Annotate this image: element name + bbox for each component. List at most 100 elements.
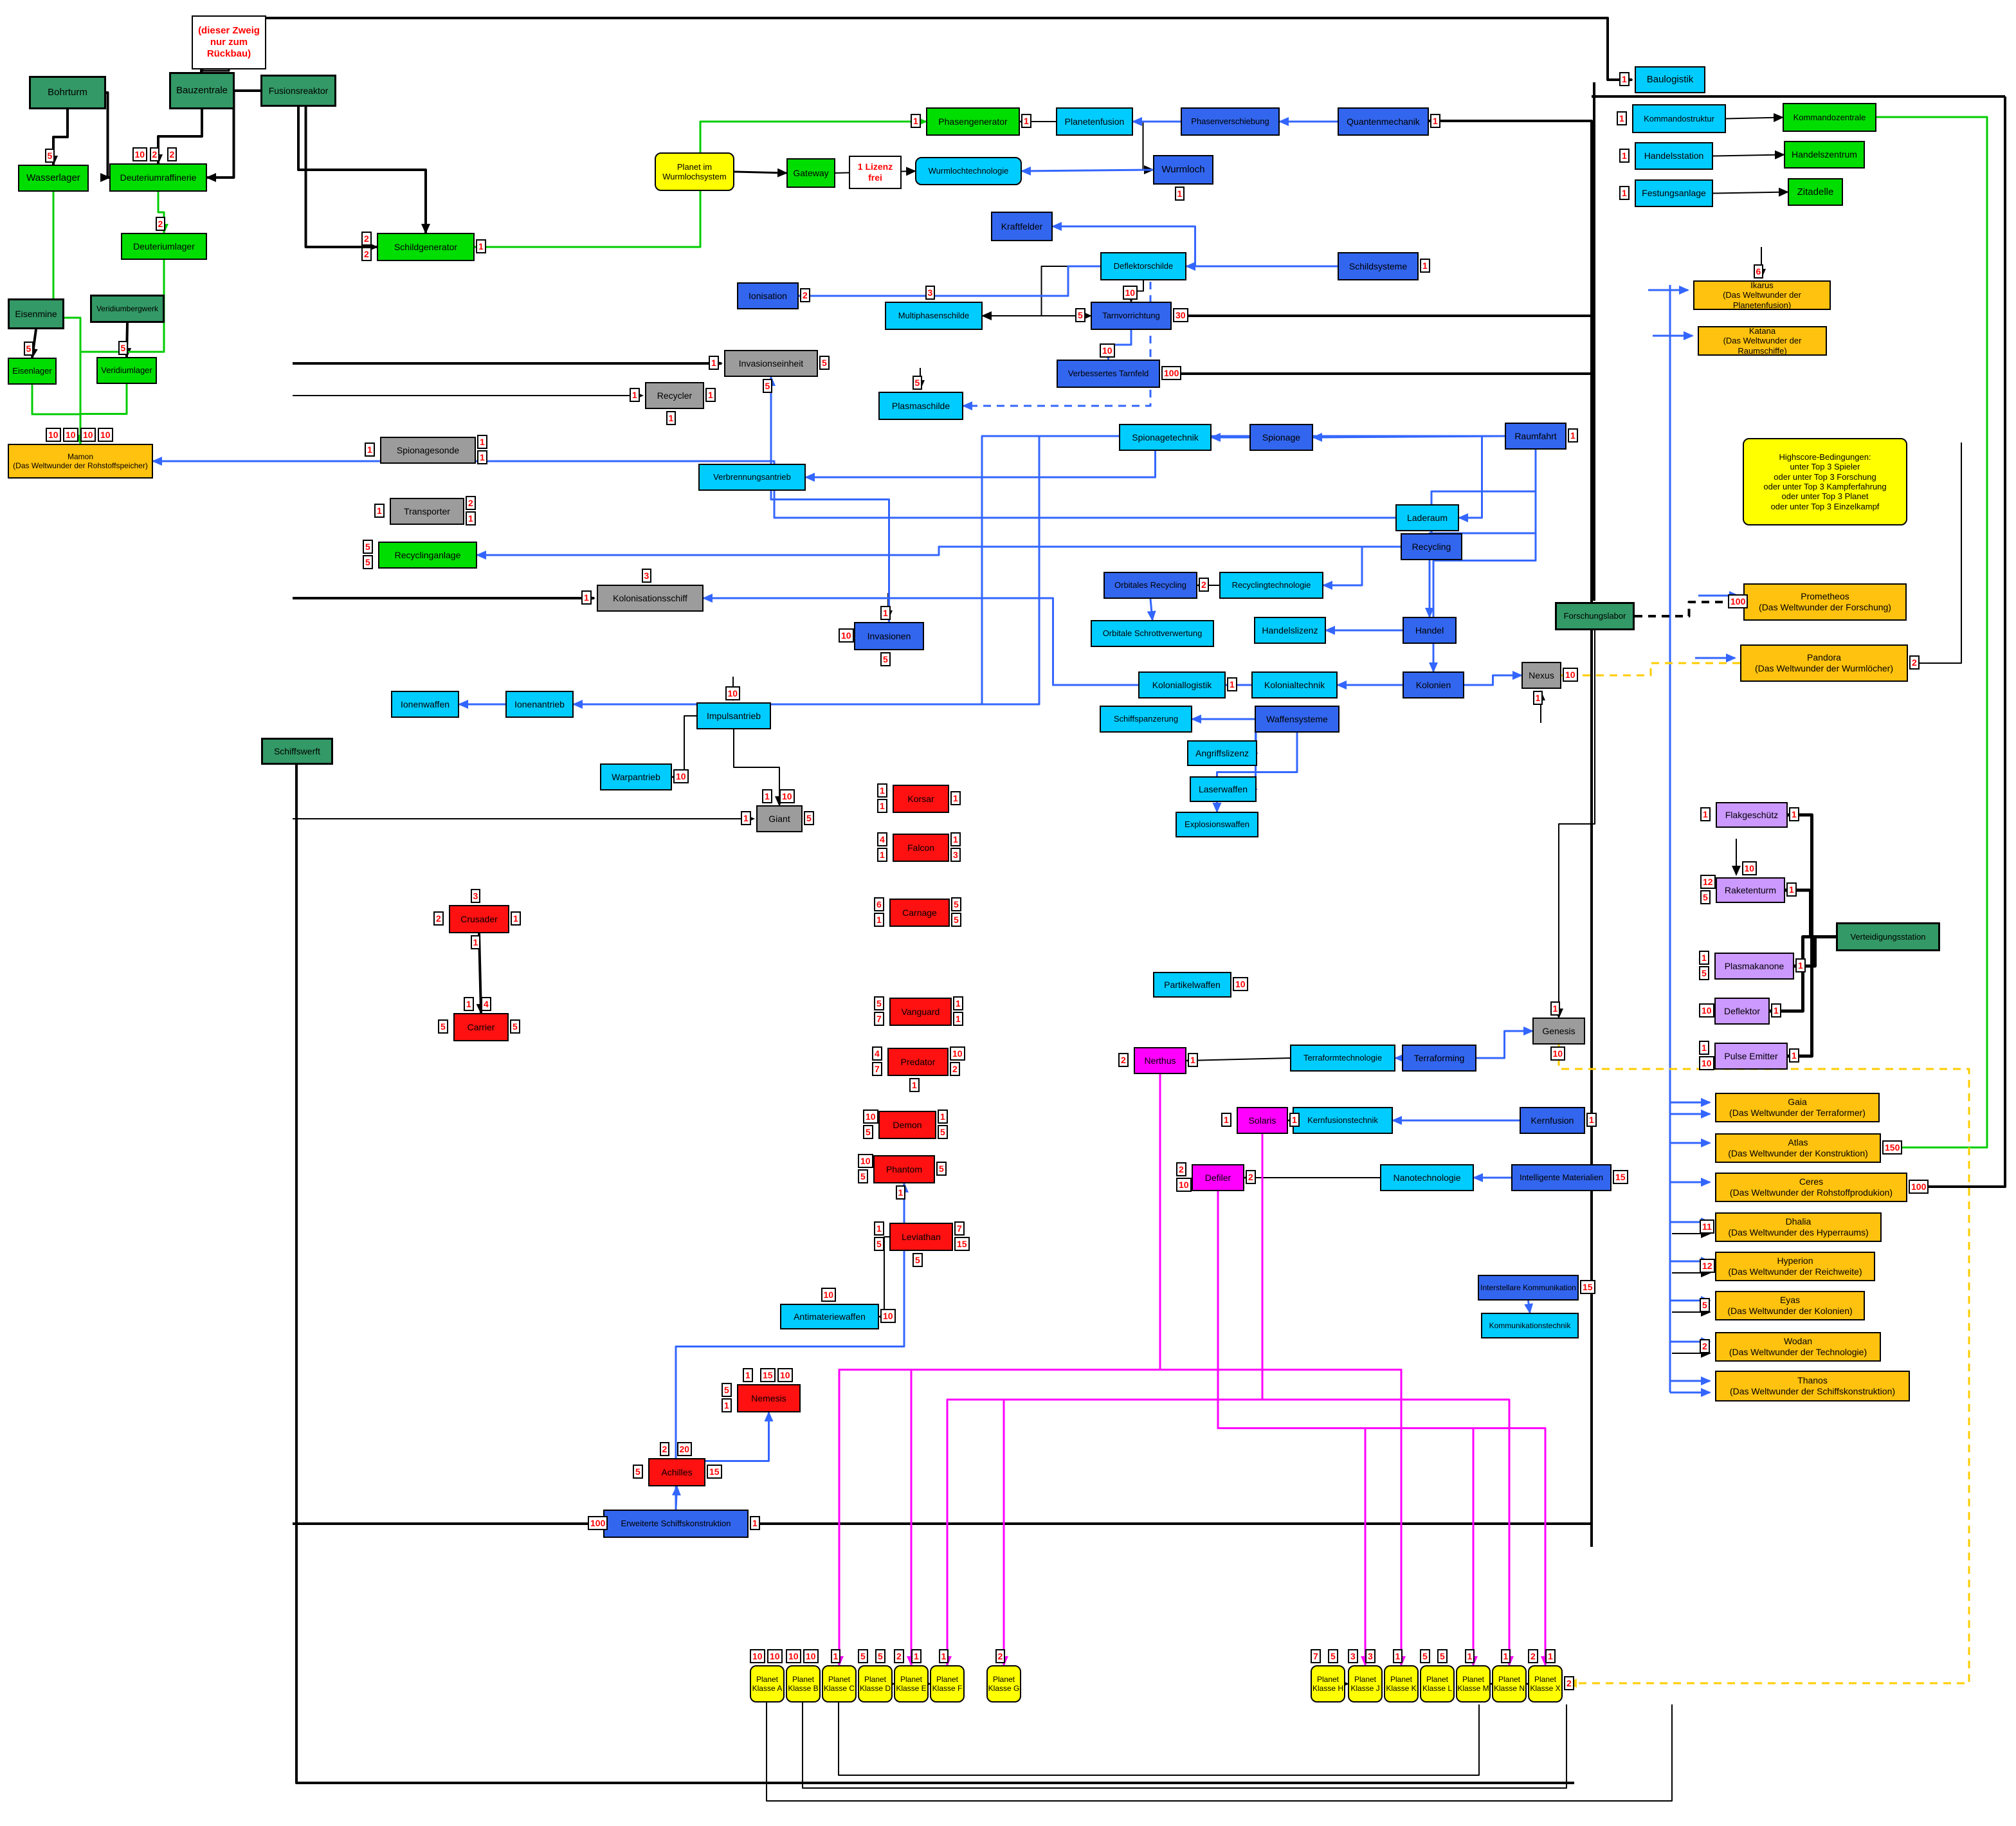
node-bauzentrale[interactable]: Bauzentrale — [169, 72, 235, 109]
node-ikarus[interactable]: Ikarus (Das Weltwunder der Planetenfusio… — [1693, 280, 1831, 310]
node-handelszentrum[interactable]: Handelszentrum — [1784, 141, 1865, 169]
node-pM[interactable]: Planet Klasse M — [1456, 1665, 1491, 1703]
node-kolonisationsschiff[interactable]: Kolonisationsschiff — [597, 585, 704, 612]
node-phasengenerator[interactable]: Phasengenerator — [926, 107, 1020, 136]
node-kommandozentrale[interactable]: Kommandozentrale — [1783, 103, 1876, 132]
node-koloniallogistik[interactable]: Koloniallogistik — [1138, 671, 1226, 698]
node-leviathan[interactable]: Leviathan — [889, 1223, 953, 1251]
node-tarnvorrichtung[interactable]: Tarnvorrichtung — [1091, 302, 1172, 330]
node-deuteriumlager[interactable]: Deuteriumlager — [121, 233, 207, 260]
node-erwschiff[interactable]: Erweiterte Schiffskonstruktion — [603, 1510, 749, 1538]
node-kommandostruktur[interactable]: Kommandostruktur — [1632, 104, 1726, 133]
node-wurmlochtech[interactable]: Wurmlochtechnologie — [915, 157, 1022, 185]
node-festungsanlage[interactable]: Festungsanlage — [1635, 179, 1713, 207]
node-handelslizenz[interactable]: Handelslizenz — [1254, 617, 1326, 644]
node-interkomm[interactable]: Interstellare Kommunikation — [1478, 1275, 1579, 1301]
node-katana[interactable]: Katana (Das Weltwunder der Raumschiffe) — [1698, 326, 1827, 356]
node-carnage[interactable]: Carnage — [889, 899, 950, 927]
node-multiphasenschilde[interactable]: Multiphasenschilde — [885, 302, 983, 330]
node-impulsantrieb[interactable]: Impulsantrieb — [696, 702, 771, 729]
node-verbtarnfeld[interactable]: Verbessertes Tarnfeld — [1057, 360, 1160, 388]
node-achilles[interactable]: Achilles — [648, 1458, 705, 1486]
node-phantom[interactable]: Phantom — [873, 1155, 935, 1183]
node-zitadelle[interactable]: Zitadelle — [1788, 178, 1843, 206]
node-transporter[interactable]: Transporter — [390, 498, 464, 525]
node-terraforming[interactable]: Terraforming — [1402, 1045, 1476, 1072]
node-nemesis[interactable]: Nemesis — [737, 1384, 801, 1412]
node-angriffslizenz[interactable]: Angriffslizenz — [1187, 740, 1257, 766]
node-eisenlager[interactable]: Eisenlager — [8, 358, 57, 385]
node-antimateriewaffen[interactable]: Antimateriewaffen — [780, 1304, 879, 1329]
node-deflektorschilde[interactable]: Deflektorschilde — [1100, 252, 1186, 280]
node-spionagetechnik[interactable]: Spionagetechnik — [1119, 424, 1212, 451]
node-korsar[interactable]: Korsar — [893, 785, 949, 813]
node-orbschrott[interactable]: Orbitale Schrottverwertung — [1091, 620, 1214, 647]
node-laserwaffen[interactable]: Laserwaffen — [1190, 776, 1257, 802]
node-verbrennungsantrieb[interactable]: Verbrennungsantrieb — [698, 464, 806, 491]
node-explosionswaffen[interactable]: Explosionswaffen — [1176, 812, 1258, 837]
node-baulogistik[interactable]: Baulogistik — [1635, 66, 1705, 93]
node-pH[interactable]: Planet Klasse H — [1311, 1665, 1345, 1703]
node-handel[interactable]: Handel — [1403, 617, 1457, 644]
node-recyclinganlage[interactable]: Recyclinganlage — [378, 542, 477, 569]
node-schildgenerator[interactable]: Schildgenerator — [377, 233, 475, 261]
node-hyperion[interactable]: Hyperion (Das Weltwunder der Reichweite) — [1715, 1252, 1875, 1281]
node-schiffswerft[interactable]: Schiffswerft — [261, 738, 333, 765]
node-nexus[interactable]: Nexus — [1521, 662, 1561, 689]
node-vanguard[interactable]: Vanguard — [889, 998, 952, 1026]
node-atlas[interactable]: Atlas (Das Weltwunder der Konstruktion) — [1715, 1133, 1881, 1163]
node-nerthus[interactable]: Nerthus — [1134, 1047, 1186, 1074]
node-pK[interactable]: Planet Klasse K — [1384, 1665, 1419, 1703]
node-partikelwaffen[interactable]: Partikelwaffen — [1153, 972, 1231, 998]
node-wasserlager[interactable]: Wasserlager — [18, 165, 89, 192]
node-deflektor[interactable]: Deflektor — [1714, 998, 1770, 1025]
node-pB[interactable]: Planet Klasse B — [786, 1665, 821, 1703]
node-thanos[interactable]: Thanos (Das Weltwunder der Schiffskonstr… — [1715, 1371, 1910, 1401]
node-invasionen[interactable]: Invasionen — [854, 622, 924, 650]
node-pG[interactable]: Planet Klasse G — [986, 1665, 1021, 1703]
node-pL[interactable]: Planet Klasse L — [1420, 1665, 1455, 1703]
node-pulseemitter[interactable]: Pulse Emitter — [1714, 1043, 1788, 1070]
node-pC[interactable]: Planet Klasse C — [822, 1665, 857, 1703]
node-wurmloch[interactable]: Wurmloch — [1153, 155, 1213, 185]
node-pF[interactable]: Planet Klasse F — [930, 1665, 965, 1703]
node-highscore[interactable]: Highscore-Bedingungen: unter Top 3 Spiel… — [1743, 438, 1907, 525]
node-pD[interactable]: Planet Klasse D — [858, 1665, 893, 1703]
node-intmaterialien[interactable]: Intelligente Materialien — [1511, 1164, 1612, 1191]
node-eyas[interactable]: Eyas (Das Weltwunder der Kolonien) — [1715, 1291, 1865, 1320]
node-pX[interactable]: Planet Klasse X — [1528, 1665, 1563, 1703]
node-crusader[interactable]: Crusader — [449, 905, 509, 933]
node-wodan[interactable]: Wodan (Das Weltwunder der Technologie) — [1715, 1332, 1881, 1362]
node-plasmaschilde[interactable]: Plasmaschilde — [878, 392, 963, 420]
node-defiler[interactable]: Defiler — [1192, 1164, 1244, 1191]
node-kernfusionstechnik[interactable]: Kernfusionstechnik — [1293, 1107, 1393, 1134]
node-orbrecycling[interactable]: Orbitales Recycling — [1103, 572, 1197, 599]
node-warpantrieb[interactable]: Warpantrieb — [600, 763, 672, 790]
node-pE[interactable]: Planet Klasse E — [894, 1665, 929, 1703]
node-pJ[interactable]: Planet Klasse J — [1348, 1665, 1383, 1703]
node-spionage[interactable]: Spionage — [1249, 424, 1313, 451]
node-mamon[interactable]: Mamon (Das Weltwunder der Rohstoffspeich… — [8, 444, 153, 479]
node-ionenwaffen[interactable]: Ionenwaffen — [391, 691, 459, 718]
node-raketenturm[interactable]: Raketenturm — [1716, 877, 1785, 903]
node-verteidigungsstation[interactable]: Verteidigungsstation — [1836, 922, 1940, 951]
node-ionenantrieb[interactable]: Ionenantrieb — [505, 691, 574, 718]
node-gaia[interactable]: Gaia (Das Weltwunder der Terraformer) — [1715, 1093, 1880, 1122]
node-deuraff[interactable]: Deuteriumraffinerie — [109, 163, 207, 192]
node-raumfahrt[interactable]: Raumfahrt — [1505, 423, 1566, 450]
node-pA[interactable]: Planet Klasse A — [750, 1665, 785, 1703]
node-recycling[interactable]: Recycling — [1401, 533, 1462, 560]
node-kommtech[interactable]: Kommunikationstechnik — [1481, 1313, 1579, 1338]
node-gateway[interactable]: Gateway — [786, 158, 835, 188]
node-demon[interactable]: Demon — [878, 1111, 936, 1139]
node-dhalia[interactable]: Dhalia (Das Weltwunder des Hyperraums) — [1715, 1212, 1882, 1242]
node-carrier[interactable]: Carrier — [453, 1013, 509, 1041]
node-quantenmechanik[interactable]: Quantenmechanik — [1338, 107, 1429, 136]
node-laderaum[interactable]: Laderaum — [1395, 504, 1459, 531]
node-pN[interactable]: Planet Klasse N — [1492, 1665, 1527, 1703]
node-kolonien[interactable]: Kolonien — [1403, 671, 1464, 698]
node-kernfusion[interactable]: Kernfusion — [1520, 1107, 1585, 1134]
node-falcon[interactable]: Falcon — [893, 834, 949, 862]
node-schildsysteme[interactable]: Schildsysteme — [1338, 252, 1419, 280]
node-invasionseinheit[interactable]: Invasionseinheit — [724, 350, 818, 377]
